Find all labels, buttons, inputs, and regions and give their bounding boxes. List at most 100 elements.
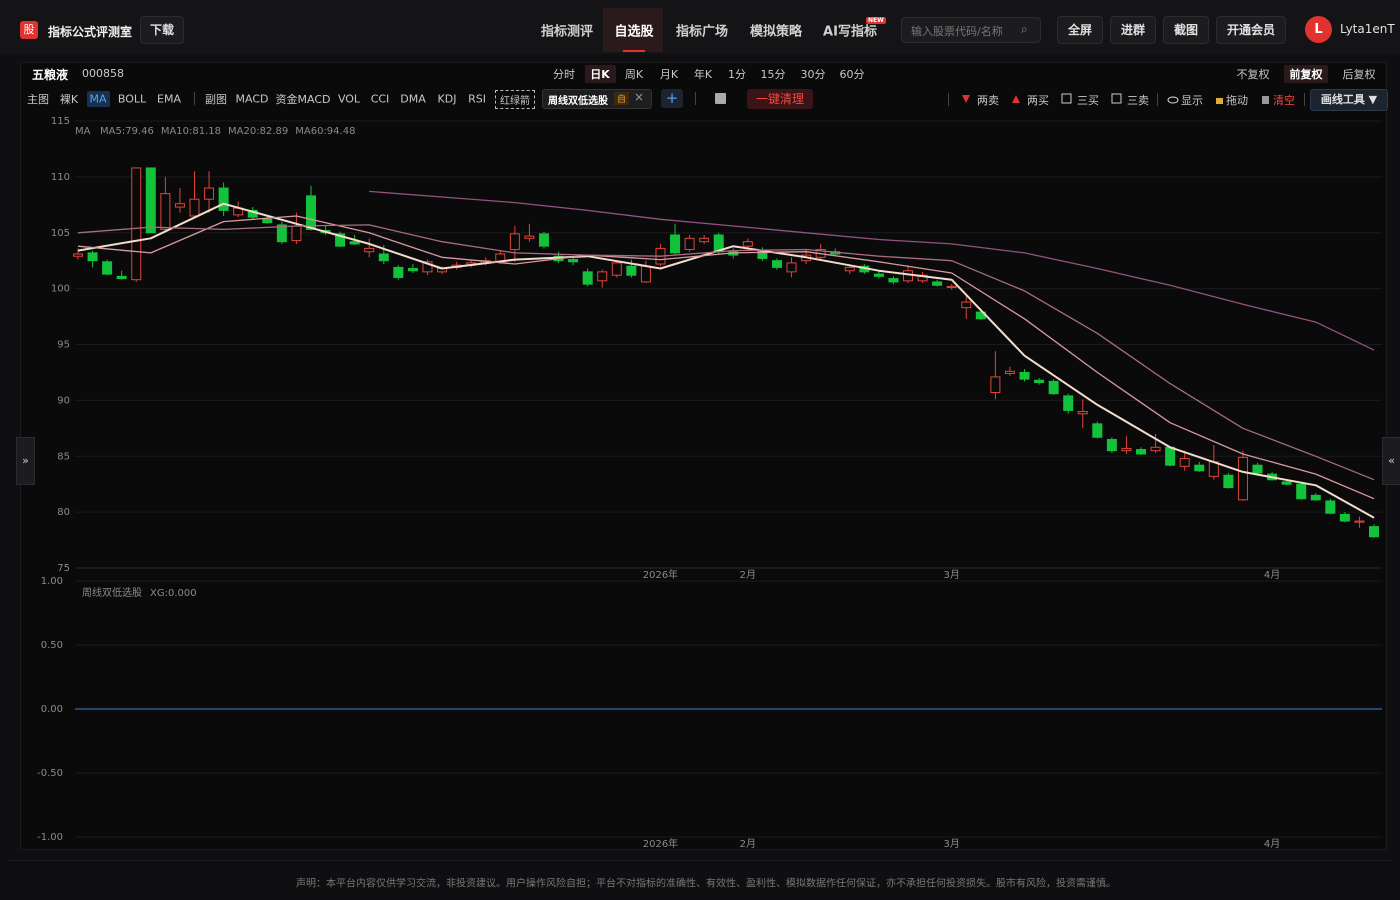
candle-body: [1339, 513, 1350, 522]
sub-y-tick-label: 0.00: [41, 704, 63, 715]
indicator[interactable]: 裸K: [59, 93, 79, 106]
candle-body: [1281, 481, 1292, 485]
save-icon[interactable]: [715, 93, 726, 104]
vip-button[interactable]: 开通会员: [1216, 16, 1286, 44]
period[interactable]: 60分: [839, 68, 865, 81]
ma-line: [77, 224, 1375, 481]
legend-entry: MA60:94.48: [295, 126, 355, 137]
candle-body: [1048, 380, 1059, 395]
separator: [948, 93, 949, 106]
tool[interactable]: 三买: [1077, 94, 1099, 107]
indicator[interactable]: 资金MACD: [275, 93, 331, 106]
toolbar-label: 副图: [205, 93, 227, 106]
period[interactable]: 日K: [590, 68, 610, 81]
candle-body: [626, 265, 637, 276]
footer-divider: [8, 860, 1392, 861]
candle-body: [611, 262, 622, 276]
period[interactable]: 30分: [800, 68, 826, 81]
candle-body: [174, 203, 185, 208]
tool[interactable]: 显示: [1181, 94, 1203, 107]
sub-legend-value: XG:0.000: [150, 588, 197, 599]
candle-body: [1004, 370, 1015, 375]
screenshot-button[interactable]: 截图: [1163, 16, 1209, 44]
candle-body: [189, 198, 200, 217]
candle-body: [131, 167, 142, 281]
fullscreen-button[interactable]: 全屏: [1057, 16, 1103, 44]
y-tick-label: 90: [57, 395, 70, 406]
active-nav-underline: [623, 50, 645, 52]
y-tick-label: 110: [51, 172, 70, 183]
x-tick-label: 4月: [1264, 569, 1280, 581]
candle-body: [1194, 464, 1205, 472]
candle-body: [684, 237, 695, 251]
ma-line: [77, 202, 1375, 519]
nav-item[interactable]: 模拟策略: [749, 24, 803, 40]
search-icon[interactable]: ⌕: [1021, 22, 1028, 36]
y-tick-label: 80: [57, 507, 70, 518]
period[interactable]: 周K: [624, 68, 644, 81]
site-title[interactable]: 指标公式评测室: [48, 25, 133, 39]
ma-line: [369, 190, 1375, 351]
candle-body: [160, 193, 171, 230]
logo[interactable]: 股: [20, 21, 38, 39]
candle-body: [1034, 379, 1045, 383]
arrow-indicator[interactable]: 红绿箭: [495, 90, 535, 109]
left-panel-toggle[interactable]: »: [16, 437, 35, 485]
active-nav-bg: [603, 8, 663, 52]
candle-body: [87, 252, 98, 262]
indicator[interactable]: BOLL: [117, 92, 147, 106]
group-button[interactable]: 进群: [1110, 16, 1156, 44]
remove-formula[interactable]: ×: [634, 90, 645, 104]
y-tick-label: 85: [57, 451, 70, 462]
x-tick-label: 4月: [1264, 838, 1280, 850]
candle-body: [1063, 395, 1074, 411]
candle-body: [844, 266, 855, 272]
candle-body: [204, 187, 215, 200]
indicator[interactable]: CCI: [370, 92, 390, 106]
period[interactable]: 15分: [760, 68, 786, 81]
adjust-option[interactable]: 不复权: [1236, 68, 1270, 81]
tool[interactable]: 清空: [1273, 94, 1295, 107]
tool[interactable]: 三卖: [1127, 94, 1149, 107]
nav-item[interactable]: 自选股: [614, 24, 654, 40]
nav-item[interactable]: 指标广场: [675, 24, 729, 40]
indicator[interactable]: DMA: [400, 92, 426, 106]
candle-body: [1121, 447, 1132, 452]
indicator[interactable]: RSI: [468, 92, 486, 106]
candle-body: [1310, 494, 1321, 501]
tool[interactable]: 拖动: [1226, 94, 1248, 107]
candle-body: [1106, 438, 1117, 452]
add-formula[interactable]: +: [661, 89, 683, 108]
candle-body: [524, 235, 535, 239]
indicator[interactable]: EMA: [157, 92, 181, 106]
candle-body: [291, 225, 302, 242]
clear-all-button[interactable]: 一键清理: [747, 89, 813, 109]
stock-name: 五粮液: [32, 68, 69, 82]
candle-body: [1179, 457, 1190, 467]
indicator[interactable]: MACD: [235, 92, 269, 106]
user-name[interactable]: Lyta1enT: [1340, 22, 1395, 36]
period[interactable]: 1分: [728, 68, 746, 81]
nav-item[interactable]: AI写指标: [823, 24, 877, 40]
period[interactable]: 年K: [693, 68, 713, 81]
indicator[interactable]: MA: [89, 92, 107, 106]
download-button[interactable]: 下载: [140, 16, 184, 44]
adjust-option[interactable]: 前复权: [1289, 68, 1323, 81]
candle-body: [1019, 371, 1030, 380]
candle-body: [407, 268, 418, 272]
tool[interactable]: 两卖: [977, 94, 999, 107]
indicator[interactable]: KDJ: [437, 92, 457, 106]
indicator[interactable]: VOL: [337, 92, 361, 106]
right-panel-toggle[interactable]: «: [1382, 437, 1400, 485]
adjust-option[interactable]: 后复权: [1342, 68, 1376, 81]
nav-item[interactable]: 指标测评: [540, 24, 594, 40]
period[interactable]: 月K: [659, 68, 679, 81]
avatar[interactable]: L: [1305, 16, 1332, 43]
disclaimer: 声明：本平台内容仅供学习交流，非投资建议。用户操作风险自担；平台不对指标的准确性…: [296, 878, 1116, 890]
candle-body: [349, 241, 360, 245]
draw-tools-button[interactable]: 画线工具 ▼: [1310, 89, 1388, 111]
tool[interactable]: 两买: [1027, 94, 1049, 107]
period[interactable]: 分时: [553, 68, 575, 81]
candle-body: [145, 167, 156, 234]
search-box[interactable]: [901, 17, 1041, 43]
